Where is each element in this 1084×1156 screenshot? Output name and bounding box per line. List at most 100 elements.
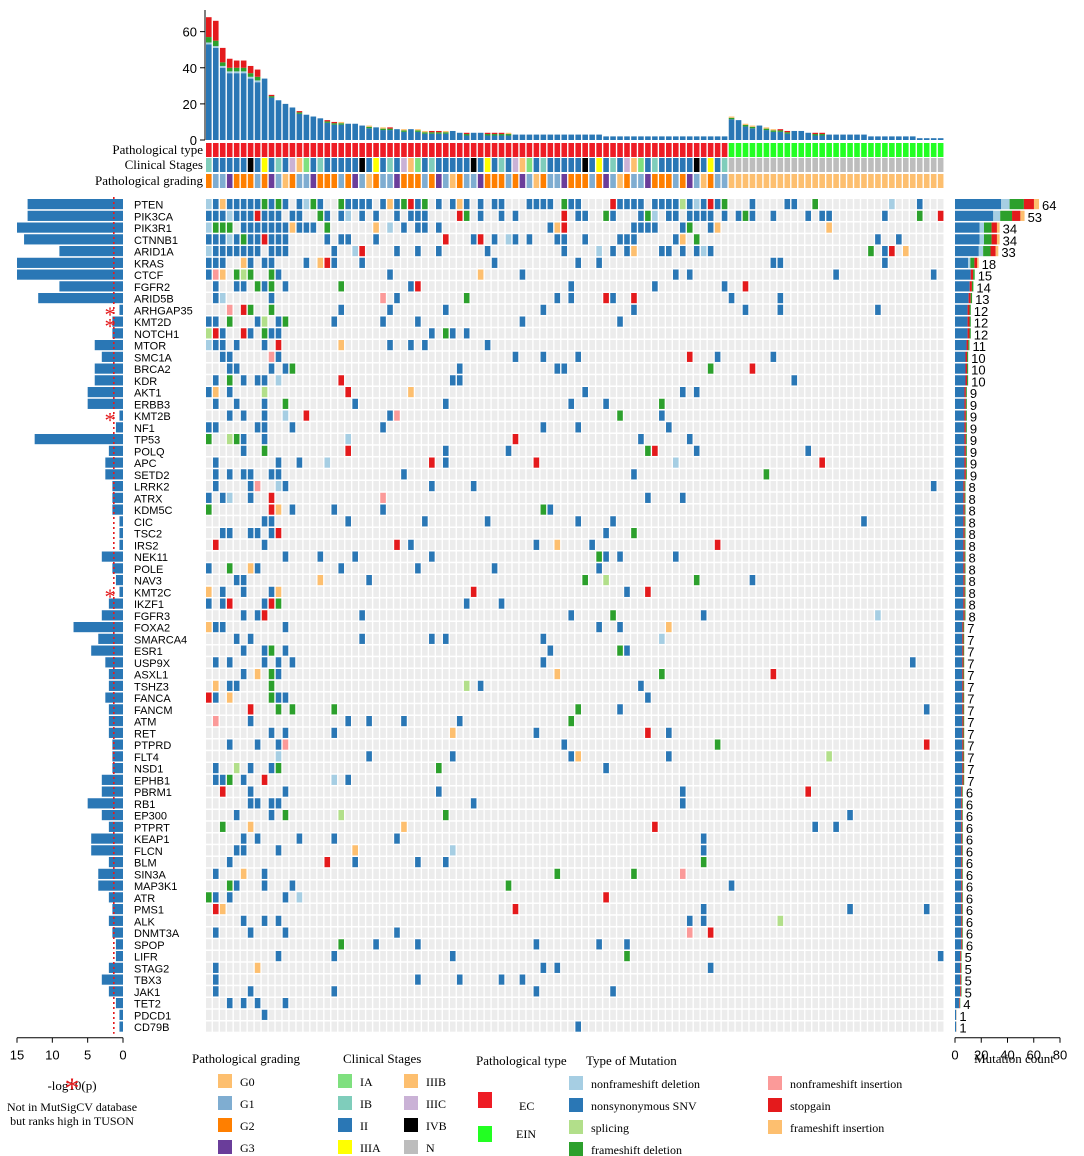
- empty-cell: [456, 257, 463, 268]
- empty-cell: [310, 246, 317, 257]
- empty-cell: [282, 351, 289, 362]
- empty-cell: [784, 434, 791, 445]
- empty-cell: [408, 469, 414, 480]
- empty-cell: [631, 445, 637, 456]
- empty-cell: [429, 363, 435, 374]
- empty-cell: [219, 610, 226, 621]
- empty-cell: [296, 445, 303, 456]
- empty-cell: [847, 375, 853, 386]
- mutation-cell: [631, 246, 637, 257]
- empty-cell: [854, 633, 860, 644]
- empty-cell: [819, 351, 825, 362]
- empty-cell: [854, 445, 860, 456]
- empty-cell: [373, 410, 379, 421]
- empty-cell: [631, 375, 637, 386]
- empty-cell: [380, 387, 386, 398]
- empty-cell: [638, 551, 644, 562]
- empty-cell: [338, 457, 345, 468]
- empty-cell: [777, 246, 784, 257]
- empty-cell: [289, 539, 296, 550]
- empty-cell: [345, 281, 351, 292]
- empty-cell: [735, 539, 742, 550]
- empty-cell: [903, 457, 909, 468]
- empty-cell: [638, 293, 644, 304]
- empty-cell: [463, 669, 470, 680]
- empty-cell: [352, 375, 358, 386]
- pathological-type-cell: [254, 143, 261, 157]
- empty-cell: [603, 281, 609, 292]
- empty-cell: [317, 363, 324, 374]
- empty-cell: [554, 434, 561, 445]
- empty-cell: [652, 375, 658, 386]
- mutation-cell: [268, 257, 275, 268]
- empty-cell: [484, 351, 491, 362]
- empty-cell: [352, 692, 358, 703]
- empty-cell: [247, 598, 254, 609]
- empty-cell: [470, 351, 477, 362]
- empty-cell: [721, 504, 728, 515]
- empty-cell: [868, 539, 874, 550]
- sample-mutation-bar-segment: [422, 133, 428, 140]
- empty-cell: [784, 281, 791, 292]
- empty-cell: [310, 316, 317, 327]
- empty-cell: [721, 363, 728, 374]
- empty-cell: [833, 516, 839, 527]
- empty-cell: [777, 457, 784, 468]
- empty-cell: [268, 375, 275, 386]
- empty-cell: [596, 504, 602, 515]
- sample-mutation-bar-segment: [937, 138, 944, 140]
- empty-cell: [498, 586, 505, 597]
- sample-mutation-bar-segment: [889, 136, 895, 140]
- empty-cell: [937, 257, 944, 268]
- empty-cell: [442, 422, 449, 433]
- empty-cell: [303, 293, 310, 304]
- empty-cell: [540, 363, 547, 374]
- mutation-cell: [247, 257, 254, 268]
- empty-cell: [206, 375, 212, 386]
- empty-cell: [916, 293, 923, 304]
- mutation-cell: [749, 210, 756, 221]
- empty-cell: [854, 539, 860, 550]
- empty-cell: [714, 481, 721, 492]
- empty-cell: [672, 469, 679, 480]
- mutation-cell: [331, 257, 338, 268]
- mutation-cell: [617, 234, 623, 245]
- empty-cell: [777, 563, 784, 574]
- empty-cell: [812, 563, 818, 574]
- empty-cell: [624, 387, 630, 398]
- empty-cell: [847, 457, 853, 468]
- empty-cell: [582, 434, 588, 445]
- empty-cell: [784, 586, 791, 597]
- empty-cell: [909, 680, 916, 691]
- empty-cell: [603, 669, 609, 680]
- empty-cell: [603, 504, 609, 515]
- mutation-cell: [610, 199, 616, 210]
- mutation-cell: [422, 199, 428, 210]
- sample-mutation-bar-segment: [923, 138, 930, 140]
- empty-cell: [868, 504, 874, 515]
- empty-cell: [854, 316, 860, 327]
- empty-cell: [700, 539, 707, 550]
- pathological-grade-cell: [735, 174, 742, 188]
- empty-cell: [756, 246, 763, 257]
- empty-cell: [324, 293, 331, 304]
- mutation-cell: [470, 481, 477, 492]
- empty-cell: [721, 598, 728, 609]
- empty-cell: [226, 610, 233, 621]
- empty-cell: [484, 680, 491, 691]
- empty-cell: [923, 316, 930, 327]
- empty-cell: [484, 410, 491, 421]
- empty-cell: [477, 598, 484, 609]
- empty-cell: [882, 669, 888, 680]
- mutation-cell: [240, 328, 247, 339]
- empty-cell: [659, 492, 665, 503]
- empty-cell: [429, 434, 435, 445]
- mutation-cell: [261, 316, 268, 327]
- empty-cell: [324, 657, 331, 668]
- empty-cell: [380, 598, 386, 609]
- empty-cell: [505, 387, 512, 398]
- mutation-cell: [261, 234, 268, 245]
- empty-cell: [749, 410, 756, 421]
- empty-cell: [721, 351, 728, 362]
- empty-cell: [491, 633, 498, 644]
